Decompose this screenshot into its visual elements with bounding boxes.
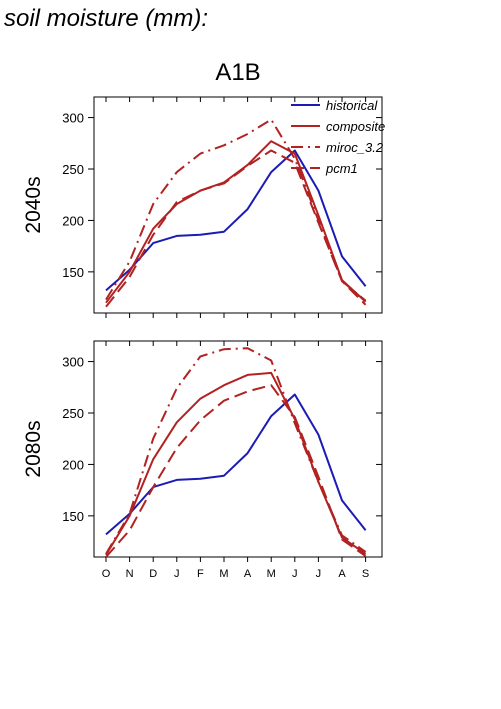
x-tick-label: N: [126, 568, 134, 580]
panel-2080s: 150 200 250 300 O N D J F M A M J J A S 2080s: [22, 340, 383, 580]
plot-frame: [93, 340, 383, 558]
x-tick-label: F: [197, 568, 204, 580]
plot-frame: [93, 96, 383, 314]
legend-label: miroc_3.2: [326, 140, 384, 155]
x-tick-label: M: [267, 568, 276, 580]
y-tick-label: 150: [62, 265, 84, 280]
legend-label: pcm1: [325, 161, 358, 176]
y-tick-label: 250: [62, 162, 84, 177]
y-tick-label: 200: [62, 213, 84, 228]
x-tick-label: O: [102, 568, 111, 580]
series-line-historical: [105, 149, 367, 292]
legend-label: composite: [326, 119, 385, 134]
figure-header: soil moisture (mm):: [4, 5, 208, 32]
x-tick-label: A: [338, 568, 346, 580]
y-tick-label: 150: [62, 509, 84, 524]
legend: historical composite miroc_3.2 pcm1: [291, 98, 385, 176]
row-label: 2040s: [22, 176, 45, 233]
y-tick-label: 300: [62, 111, 84, 126]
y-tick-label: 250: [62, 406, 84, 421]
panel-2040s: 150 200 250 300 2040s: [22, 96, 383, 318]
x-tick-label: J: [292, 568, 298, 580]
series-line-historical: [105, 393, 367, 536]
row-label: 2080s: [22, 420, 45, 477]
x-tick-label: S: [362, 568, 369, 580]
series-line-miroc-3-2: [105, 347, 367, 555]
y-tick-label: 300: [62, 355, 84, 370]
series-line-pcm1: [105, 384, 367, 558]
y-tick-label: 200: [62, 457, 84, 472]
legend-label: historical: [326, 98, 378, 113]
x-tick-label: A: [244, 568, 252, 580]
x-tick-label: D: [149, 568, 157, 580]
scenario-title: A1B: [215, 59, 260, 86]
series-line-pcm1: [105, 149, 367, 308]
x-tick-label: M: [219, 568, 228, 580]
x-tick-label: J: [316, 568, 322, 580]
x-tick-label: J: [174, 568, 180, 580]
